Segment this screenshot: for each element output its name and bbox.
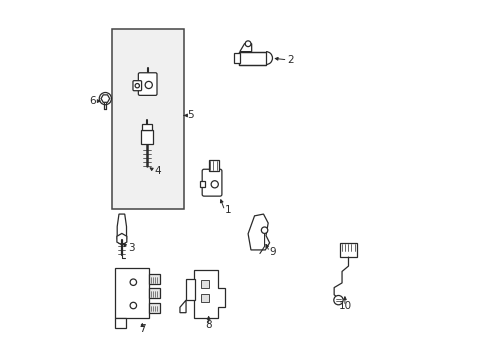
Bar	[201, 294, 209, 302]
Bar	[115, 268, 149, 318]
Bar	[199, 181, 204, 187]
Polygon shape	[180, 300, 185, 313]
Bar	[339, 243, 356, 257]
Circle shape	[130, 279, 136, 285]
Polygon shape	[101, 95, 109, 102]
Bar	[149, 303, 160, 313]
Text: 2: 2	[287, 55, 294, 65]
Polygon shape	[194, 270, 224, 318]
Text: 10: 10	[338, 301, 351, 311]
Polygon shape	[117, 214, 126, 239]
Bar	[201, 280, 209, 288]
Circle shape	[244, 41, 250, 46]
FancyBboxPatch shape	[133, 81, 142, 91]
Bar	[149, 274, 160, 284]
Text: 1: 1	[224, 206, 231, 216]
Bar	[142, 124, 152, 130]
Text: 9: 9	[269, 247, 276, 257]
Bar	[115, 318, 126, 328]
Text: 3: 3	[128, 243, 134, 253]
Bar	[239, 51, 265, 64]
Bar	[208, 159, 219, 171]
Bar	[149, 288, 160, 298]
Polygon shape	[247, 214, 269, 250]
Text: 5: 5	[187, 111, 193, 121]
Circle shape	[145, 81, 152, 89]
Text: 6: 6	[89, 96, 96, 106]
Circle shape	[130, 302, 136, 309]
Polygon shape	[117, 233, 126, 245]
Circle shape	[211, 181, 218, 188]
Circle shape	[135, 84, 139, 88]
Text: 4: 4	[155, 166, 161, 176]
Bar	[112, 30, 183, 209]
Polygon shape	[239, 44, 251, 51]
Bar	[185, 279, 195, 300]
FancyBboxPatch shape	[202, 169, 222, 196]
Circle shape	[261, 227, 267, 233]
Bar	[140, 130, 153, 144]
Text: 7: 7	[139, 324, 145, 334]
Bar	[233, 53, 240, 63]
FancyBboxPatch shape	[138, 73, 157, 95]
Circle shape	[333, 296, 343, 305]
Text: 8: 8	[205, 320, 211, 330]
